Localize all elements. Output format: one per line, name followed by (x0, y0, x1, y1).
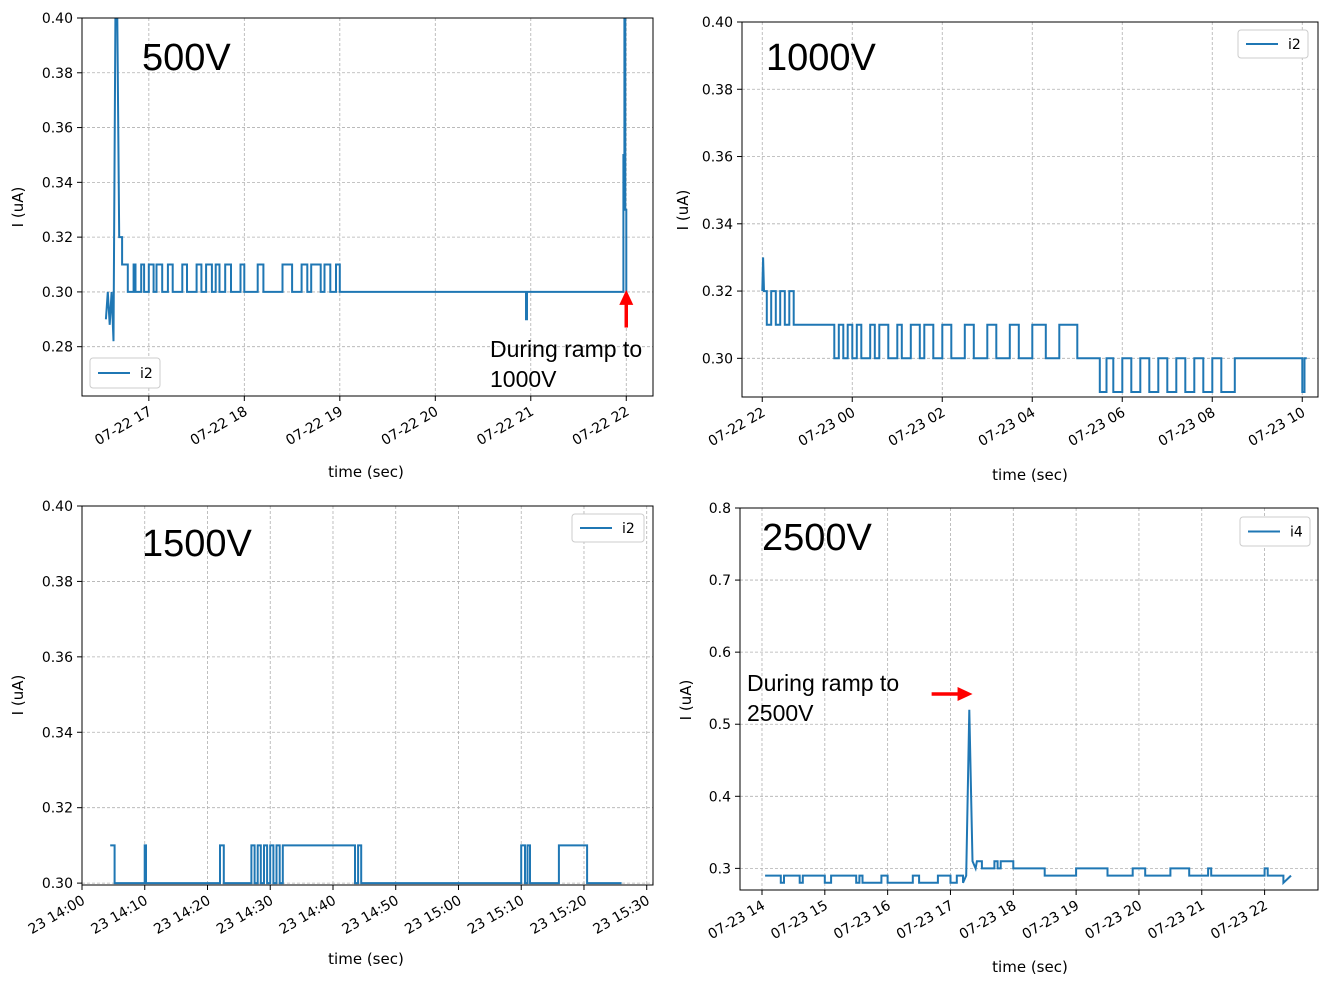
y-tick-label: 0.38 (42, 574, 73, 590)
y-tick-label: 0.40 (702, 15, 733, 31)
voltage-label: 2500V (762, 517, 873, 559)
x-tick-label: 23 14:00 (26, 893, 88, 938)
x-axis-label: time (sec) (992, 958, 1068, 976)
plot-frame (81, 17, 654, 397)
x-axis-label: time (sec) (992, 466, 1068, 484)
x-tick-label: 07-22 22 (570, 404, 633, 449)
annotation-text: 1000V (490, 366, 557, 392)
x-tick-label: 07-23 18 (957, 898, 1020, 943)
x-tick-label: 07-23 00 (796, 405, 859, 450)
y-axis-label: I (uA) (9, 675, 27, 716)
x-tick-label: 07-23 06 (1066, 405, 1129, 450)
annotation-text: 2500V (747, 700, 814, 726)
grid (740, 507, 1318, 890)
x-tick-label: 07-23 22 (1208, 898, 1271, 943)
y-tick-label: 0.36 (42, 650, 73, 666)
y-axis-label: I (uA) (677, 680, 695, 721)
voltage-label: 1500V (142, 523, 253, 565)
y-tick-label: 0.34 (42, 175, 73, 191)
x-tick-label: 23 15:00 (402, 893, 464, 938)
x-tick-label: 07-23 14 (705, 898, 768, 943)
x-tick-label: 07-23 19 (1020, 898, 1083, 943)
annotation: During ramp to 1000V (490, 289, 642, 392)
y-tick-label: 0.34 (702, 217, 733, 233)
annotation: During ramp to 2500V (747, 670, 973, 726)
x-tick-label: 07-22 20 (379, 404, 442, 449)
legend-label: i2 (622, 521, 635, 537)
plot-frame (739, 507, 1319, 891)
y-tick-label: 0.32 (702, 284, 733, 300)
legend-label: i4 (1290, 525, 1303, 541)
y-tick-label: 0.8 (709, 501, 731, 517)
voltage-label: 500V (142, 37, 231, 79)
x-tick-label: 23 14:20 (151, 893, 213, 938)
panel-500v: 0.28 0.30 0.32 0.34 0.36 0.38 0.40 07-22 17 07-2… (9, 11, 654, 481)
y-tick-label: 0.32 (42, 230, 73, 246)
x-tick-label: 07-22 17 (92, 404, 155, 449)
y-tick-label: 0.40 (42, 11, 73, 27)
x-tick-label: 23 15:30 (590, 893, 652, 938)
legend: i4 (1239, 516, 1311, 547)
y-tick-label: 0.30 (702, 351, 733, 367)
annotation-arrow-head (957, 686, 973, 701)
x-tick-label: 23 14:50 (340, 893, 402, 938)
x-tick-label: 07-23 15 (768, 898, 831, 943)
series-line-i2 (110, 844, 622, 885)
panel-2500v: 0.30.40.50.60.70.807-23 14 07-23 15 07-23 … (677, 501, 1319, 976)
y-tick-label: 0.38 (42, 66, 73, 82)
x-tick-label: 07-22 21 (474, 404, 537, 449)
x-tick-label: 07-23 02 (886, 405, 949, 450)
series-line-i2 (104, 18, 628, 342)
x-axis-label: time (sec) (328, 463, 404, 481)
y-tick-label: 0.38 (702, 82, 733, 98)
y-tick-label: 0.36 (42, 121, 73, 137)
x-tick-label: 23 14:10 (89, 893, 151, 938)
legend-label: i2 (1288, 37, 1301, 53)
y-tick-label: 0.4 (709, 789, 731, 805)
x-tick-label: 07-23 21 (1145, 898, 1208, 943)
annotation-text: During ramp to (747, 670, 899, 696)
annotation-text: During ramp to (490, 336, 642, 362)
y-tick-label: 0.5 (709, 717, 731, 733)
x-tick-label: 07-22 19 (283, 404, 346, 449)
x-tick-label: 23 14:40 (277, 893, 339, 938)
x-tick-label: 07-23 10 (1246, 405, 1309, 450)
y-tick-label: 0.34 (42, 725, 73, 741)
panel-1000v: 0.30 0.32 0.34 0.36 0.38 0.40 07-22 22 07-23 00… (674, 15, 1319, 484)
legend: i2 (571, 513, 645, 543)
y-axis-label: I (uA) (674, 190, 692, 231)
x-axis-label: time (sec) (328, 950, 404, 968)
x-tick-label: 07-23 20 (1082, 898, 1145, 943)
series-line-i4 (765, 709, 1292, 886)
x-tick-label: 07-22 22 (706, 405, 769, 450)
y-tick-label: 0.40 (42, 499, 73, 515)
plot-frame (81, 505, 654, 886)
y-tick-label: 0.6 (709, 645, 731, 661)
y-axis-label: I (uA) (9, 187, 27, 228)
y-tick-label: 0.32 (42, 801, 73, 817)
x-tick-label: 07-23 17 (894, 898, 957, 943)
x-tick-label: 23 14:30 (214, 893, 276, 938)
x-tick-label: 07-23 04 (976, 405, 1039, 450)
legend: i2 (1237, 29, 1309, 59)
y-tick-label: 0.30 (42, 285, 73, 301)
y-tick-label: 0.36 (702, 150, 733, 166)
voltage-label: 1000V (766, 37, 877, 79)
x-tick-label: 07-22 18 (188, 404, 251, 449)
plot-frame (741, 21, 1319, 398)
annotation-arrow-head (619, 289, 634, 305)
x-tick-label: 23 15:20 (528, 893, 590, 938)
series-line-i2 (761, 257, 1307, 393)
y-tick-label: 0.3 (709, 861, 731, 877)
panel-1500v: 0.30 0.32 0.34 0.36 0.38 0.40 23 14:00 23 14:10… (9, 499, 654, 968)
x-tick-label: 07-23 16 (831, 898, 894, 943)
y-tick-label: 0.7 (709, 573, 731, 589)
x-tick-label: 23 15:10 (465, 893, 527, 938)
legend: i2 (89, 357, 161, 389)
y-tick-label: 0.30 (42, 876, 73, 892)
legend-label: i2 (140, 366, 153, 382)
x-tick-label: 07-23 08 (1156, 405, 1219, 450)
y-tick-label: 0.28 (42, 340, 73, 356)
